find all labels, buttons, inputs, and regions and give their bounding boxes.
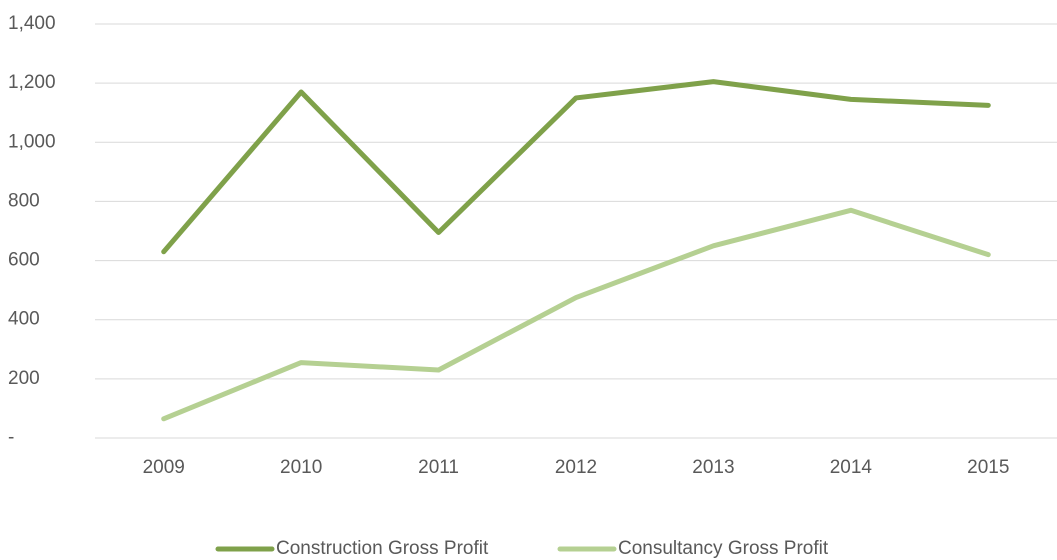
x-tick-label: 2010	[280, 457, 322, 478]
line-series	[161, 79, 991, 255]
legend-label: Construction Gross Profit	[276, 538, 489, 559]
x-tick-label: 2009	[143, 457, 185, 478]
y-tick-label: 800	[8, 190, 40, 211]
y-tick-label: 1,200	[8, 72, 56, 93]
y-tick-label: -	[8, 427, 14, 448]
y-tick-label: 1,000	[8, 131, 56, 152]
x-tick-label: 2013	[692, 457, 734, 478]
y-tick-label: 1,400	[8, 13, 56, 34]
y-tick-label: 400	[8, 309, 40, 330]
y-tick-label: 200	[8, 368, 40, 389]
line-series	[161, 207, 991, 422]
x-tick-label: 2014	[830, 457, 873, 478]
x-tick-label: 2012	[555, 457, 597, 478]
x-tick-label: 2011	[418, 457, 459, 478]
x-tick-label: 2015	[967, 457, 1009, 478]
y-tick-label: 600	[8, 250, 40, 271]
legend-label: Consultancy Gross Profit	[618, 538, 829, 559]
